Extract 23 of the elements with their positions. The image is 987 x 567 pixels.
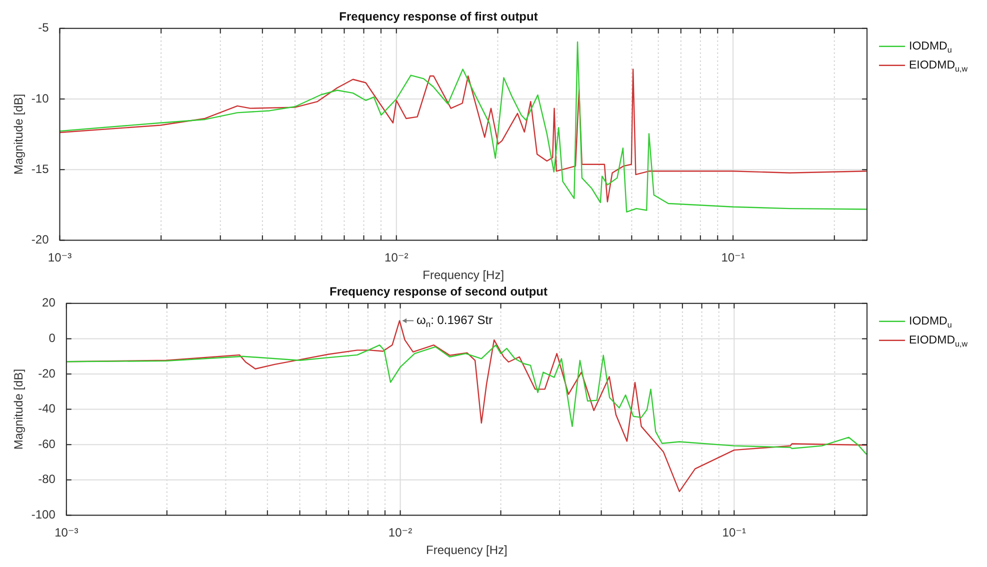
- y-tick-label: -60: [38, 436, 56, 451]
- y-axis-title: Magnitude [dB]: [12, 368, 26, 450]
- x-tick-label: 10⁻¹: [721, 250, 745, 265]
- chart-title: Frequency response of first output: [339, 10, 538, 24]
- y-tick-label: 0: [48, 331, 56, 346]
- chart-title: Frequency response of second output: [329, 284, 548, 299]
- y-tick-label: -100: [31, 508, 56, 522]
- x-tick-label: 10⁻²: [384, 250, 408, 265]
- y-axis-title: Magnitude [dB]: [12, 94, 26, 175]
- x-tick-label: 10⁻³: [54, 526, 78, 540]
- y-tick-label: -20: [38, 366, 56, 380]
- y-tick-label: -80: [38, 472, 56, 486]
- y-tick-label: -15: [31, 162, 50, 176]
- y-tick-label: -10: [31, 91, 50, 106]
- x-axis-title: Frequency [Hz]: [426, 543, 508, 558]
- x-tick-label: 10⁻¹: [722, 526, 746, 540]
- y-tick-label: -5: [38, 20, 50, 35]
- y-tick-label: -40: [38, 402, 56, 416]
- y-tick-label: 20: [42, 296, 56, 310]
- x-tick-label: 10⁻³: [48, 250, 72, 265]
- y-tick-label: -20: [31, 232, 50, 247]
- x-tick-label: 10⁻²: [388, 526, 412, 540]
- x-axis-title: Frequency [Hz]: [422, 268, 504, 282]
